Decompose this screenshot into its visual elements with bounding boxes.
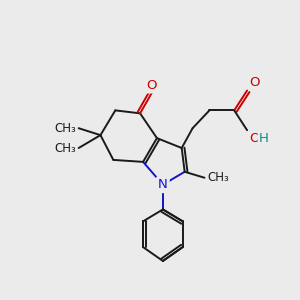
Text: O: O: [249, 76, 260, 88]
Text: H: H: [259, 132, 269, 145]
Text: O: O: [249, 132, 260, 145]
Text: O: O: [147, 79, 157, 92]
Text: CH₃: CH₃: [208, 171, 229, 184]
Text: CH₃: CH₃: [54, 142, 76, 154]
Text: N: N: [158, 178, 168, 191]
Text: CH₃: CH₃: [54, 122, 76, 135]
